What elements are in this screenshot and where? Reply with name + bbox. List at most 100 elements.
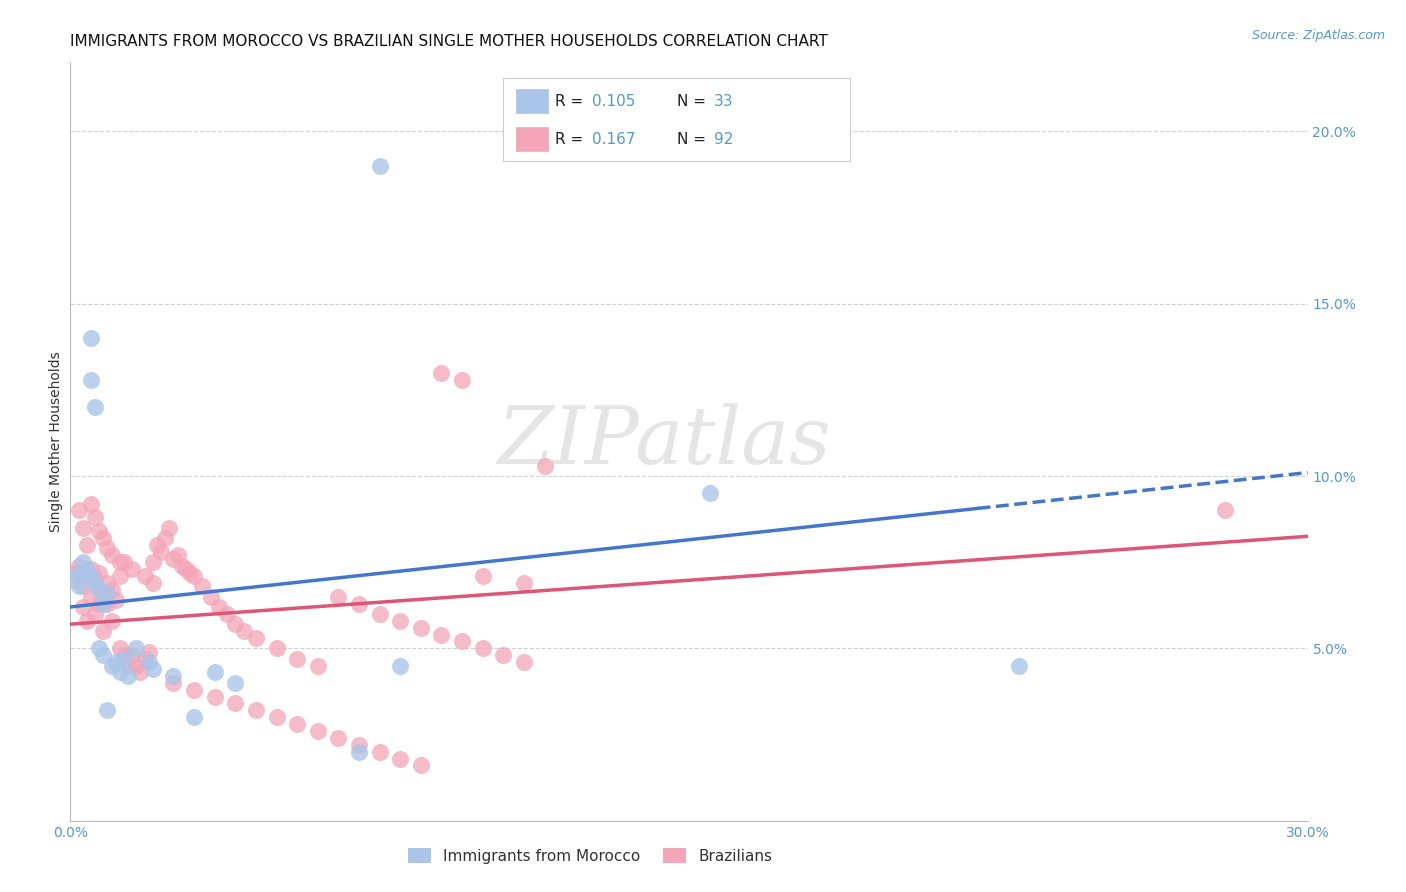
Point <box>84 607 107 621</box>
Point <box>347 597 370 611</box>
Point <box>368 607 391 621</box>
Text: R =: R = <box>555 94 589 109</box>
Point <box>138 655 160 669</box>
Text: 33: 33 <box>714 94 733 109</box>
Point <box>96 575 118 590</box>
Point <box>80 497 103 511</box>
Point <box>179 566 201 580</box>
Point <box>699 486 721 500</box>
Point <box>100 582 122 597</box>
Legend: Immigrants from Morocco, Brazilians: Immigrants from Morocco, Brazilians <box>402 842 779 870</box>
Point <box>72 599 94 614</box>
Point <box>307 658 329 673</box>
Point <box>89 597 111 611</box>
Point <box>112 555 135 569</box>
Point <box>215 607 238 621</box>
Point <box>108 641 131 656</box>
Point <box>162 675 184 690</box>
Point <box>142 662 165 676</box>
Point <box>96 703 118 717</box>
Point <box>80 562 103 576</box>
Text: ZIPatlas: ZIPatlas <box>498 403 831 480</box>
Point <box>162 551 184 566</box>
Point <box>200 590 222 604</box>
Point <box>112 648 135 663</box>
Text: 0.105: 0.105 <box>592 94 636 109</box>
Point <box>162 669 184 683</box>
Point <box>89 524 111 538</box>
Point <box>72 555 94 569</box>
Text: R =: R = <box>555 131 589 146</box>
Point <box>347 738 370 752</box>
Point <box>76 614 98 628</box>
Point <box>285 717 308 731</box>
Point <box>96 541 118 556</box>
Point <box>183 569 205 583</box>
Point <box>89 641 111 656</box>
Point <box>112 651 135 665</box>
Point <box>183 710 205 724</box>
Point <box>347 745 370 759</box>
Point <box>389 658 412 673</box>
Point <box>67 503 90 517</box>
Point <box>166 548 188 563</box>
Point <box>91 597 114 611</box>
Point <box>84 573 107 587</box>
Point <box>89 582 111 597</box>
Point <box>409 758 432 772</box>
Text: Source: ZipAtlas.com: Source: ZipAtlas.com <box>1251 29 1385 42</box>
Point <box>328 731 350 745</box>
Point <box>142 575 165 590</box>
Point <box>451 372 474 386</box>
Point <box>129 665 152 680</box>
Point <box>80 569 103 583</box>
Point <box>72 579 94 593</box>
Point <box>513 655 536 669</box>
Point <box>208 599 231 614</box>
Point <box>451 634 474 648</box>
Point <box>100 614 122 628</box>
Point <box>104 655 127 669</box>
Point <box>245 631 267 645</box>
Point <box>117 658 139 673</box>
Point <box>63 566 86 580</box>
Point <box>266 710 288 724</box>
Point <box>328 590 350 604</box>
Point <box>191 579 214 593</box>
Point <box>84 400 107 414</box>
Point <box>368 745 391 759</box>
Point <box>125 658 148 673</box>
Point <box>80 590 103 604</box>
Point <box>245 703 267 717</box>
Y-axis label: Single Mother Households: Single Mother Households <box>49 351 63 532</box>
Point <box>84 575 107 590</box>
Point <box>285 651 308 665</box>
Point <box>146 538 169 552</box>
Point <box>117 669 139 683</box>
Point <box>183 682 205 697</box>
Point <box>91 624 114 639</box>
Point <box>91 531 114 545</box>
Point <box>204 690 226 704</box>
Point <box>471 641 494 656</box>
Point <box>96 586 118 600</box>
Point <box>121 648 143 663</box>
Point <box>91 648 114 663</box>
Point <box>84 510 107 524</box>
Point <box>100 658 122 673</box>
Point <box>108 665 131 680</box>
Point <box>224 675 246 690</box>
Point <box>80 372 103 386</box>
Point <box>492 648 515 663</box>
Point <box>174 562 197 576</box>
Point <box>108 569 131 583</box>
Point <box>67 566 90 580</box>
Point <box>307 724 329 739</box>
Point <box>104 593 127 607</box>
Point <box>368 159 391 173</box>
Point <box>232 624 254 639</box>
Point <box>266 641 288 656</box>
Point <box>224 697 246 711</box>
Point <box>125 641 148 656</box>
Point <box>108 555 131 569</box>
